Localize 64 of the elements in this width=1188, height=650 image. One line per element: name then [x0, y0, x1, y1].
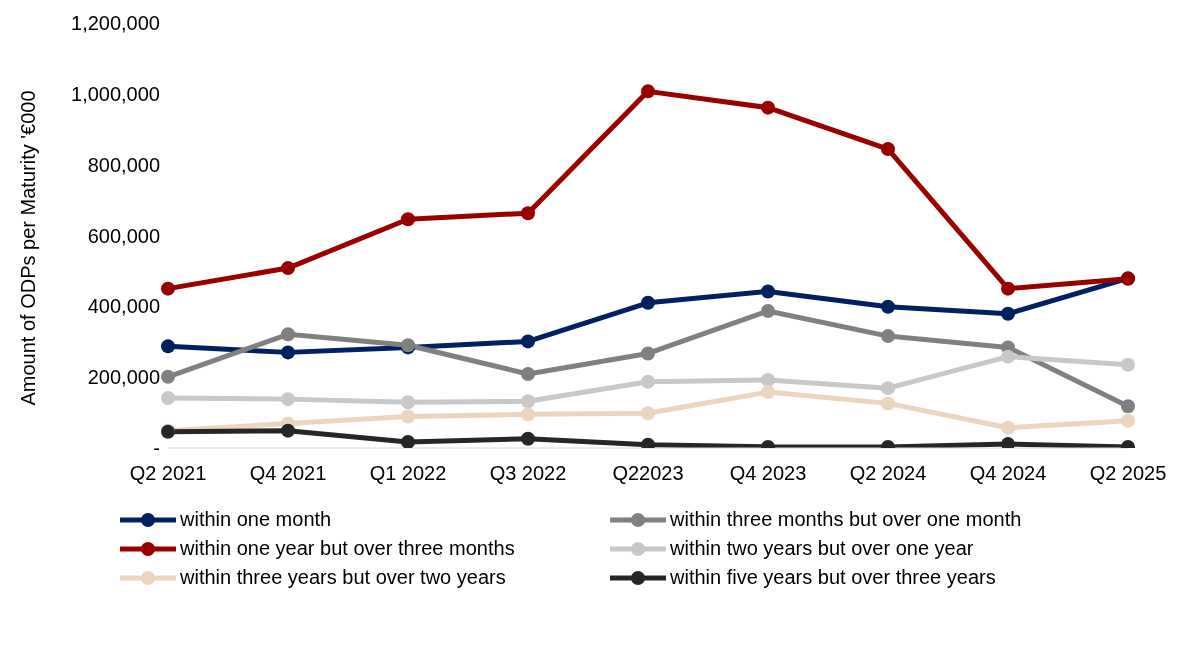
y-tick-label: 1,200,000 — [71, 12, 160, 35]
x-tick-label: Q22023 — [612, 462, 684, 485]
point — [161, 339, 175, 354]
legend-label: within five years but over three years — [670, 566, 996, 589]
point — [521, 431, 535, 446]
point — [641, 346, 655, 361]
y-tick-label: 1,000,000 — [71, 82, 160, 105]
point — [521, 206, 535, 221]
point — [281, 327, 295, 342]
point — [881, 381, 895, 396]
x-tick-label: Q2 2025 — [1089, 462, 1167, 485]
point — [161, 369, 175, 384]
point — [161, 391, 175, 406]
point — [281, 261, 295, 276]
point — [761, 303, 775, 318]
point — [521, 394, 535, 409]
y-tick-label: - — [153, 437, 160, 460]
legend-label: within one month — [180, 508, 332, 531]
point — [401, 395, 415, 410]
legend-label: within two years but over one year — [670, 537, 974, 560]
y-tick-label: 400,000 — [87, 295, 160, 318]
point — [881, 299, 895, 314]
point — [521, 407, 535, 422]
x-tick-label: Q2 2024 — [849, 462, 927, 485]
point — [641, 374, 655, 389]
point — [641, 295, 655, 310]
x-tick-label: Q2 2021 — [129, 462, 207, 485]
legend-label: within three months but over one month — [670, 508, 1022, 531]
x-tick-label: Q1 2022 — [369, 462, 447, 485]
x-tick-label: Q4 2021 — [249, 462, 327, 485]
point — [1001, 281, 1015, 296]
point — [1121, 413, 1135, 428]
point — [281, 345, 295, 360]
y-tick-label: 800,000 — [87, 153, 160, 176]
point — [1121, 357, 1135, 372]
point — [641, 84, 655, 99]
legend-label: within one year but over three months — [180, 537, 515, 560]
point — [761, 284, 775, 299]
point — [1001, 420, 1015, 435]
x-tick-label: Q4 2023 — [729, 462, 807, 485]
point — [521, 334, 535, 349]
point — [761, 100, 775, 115]
point — [281, 423, 295, 438]
point — [641, 406, 655, 421]
point — [881, 396, 895, 411]
point — [401, 434, 415, 448]
y-tick-label: 200,000 — [87, 366, 160, 389]
point — [401, 212, 415, 227]
point — [1001, 349, 1015, 364]
point — [761, 385, 775, 400]
x-tick-label: Q3 2022 — [489, 462, 567, 485]
point — [401, 409, 415, 424]
point — [161, 281, 175, 296]
point — [521, 366, 535, 381]
y-axis-title: Amount of ODPs per Maturity '€000 — [17, 90, 40, 406]
y-tick-label: 600,000 — [87, 224, 160, 247]
point — [281, 392, 295, 407]
point — [1001, 306, 1015, 321]
legend-label: within three years but over two years — [180, 566, 506, 589]
point — [761, 373, 775, 387]
point — [881, 142, 895, 157]
x-tick-label: Q4 2024 — [969, 462, 1047, 485]
point — [881, 329, 895, 344]
point — [1121, 399, 1135, 414]
